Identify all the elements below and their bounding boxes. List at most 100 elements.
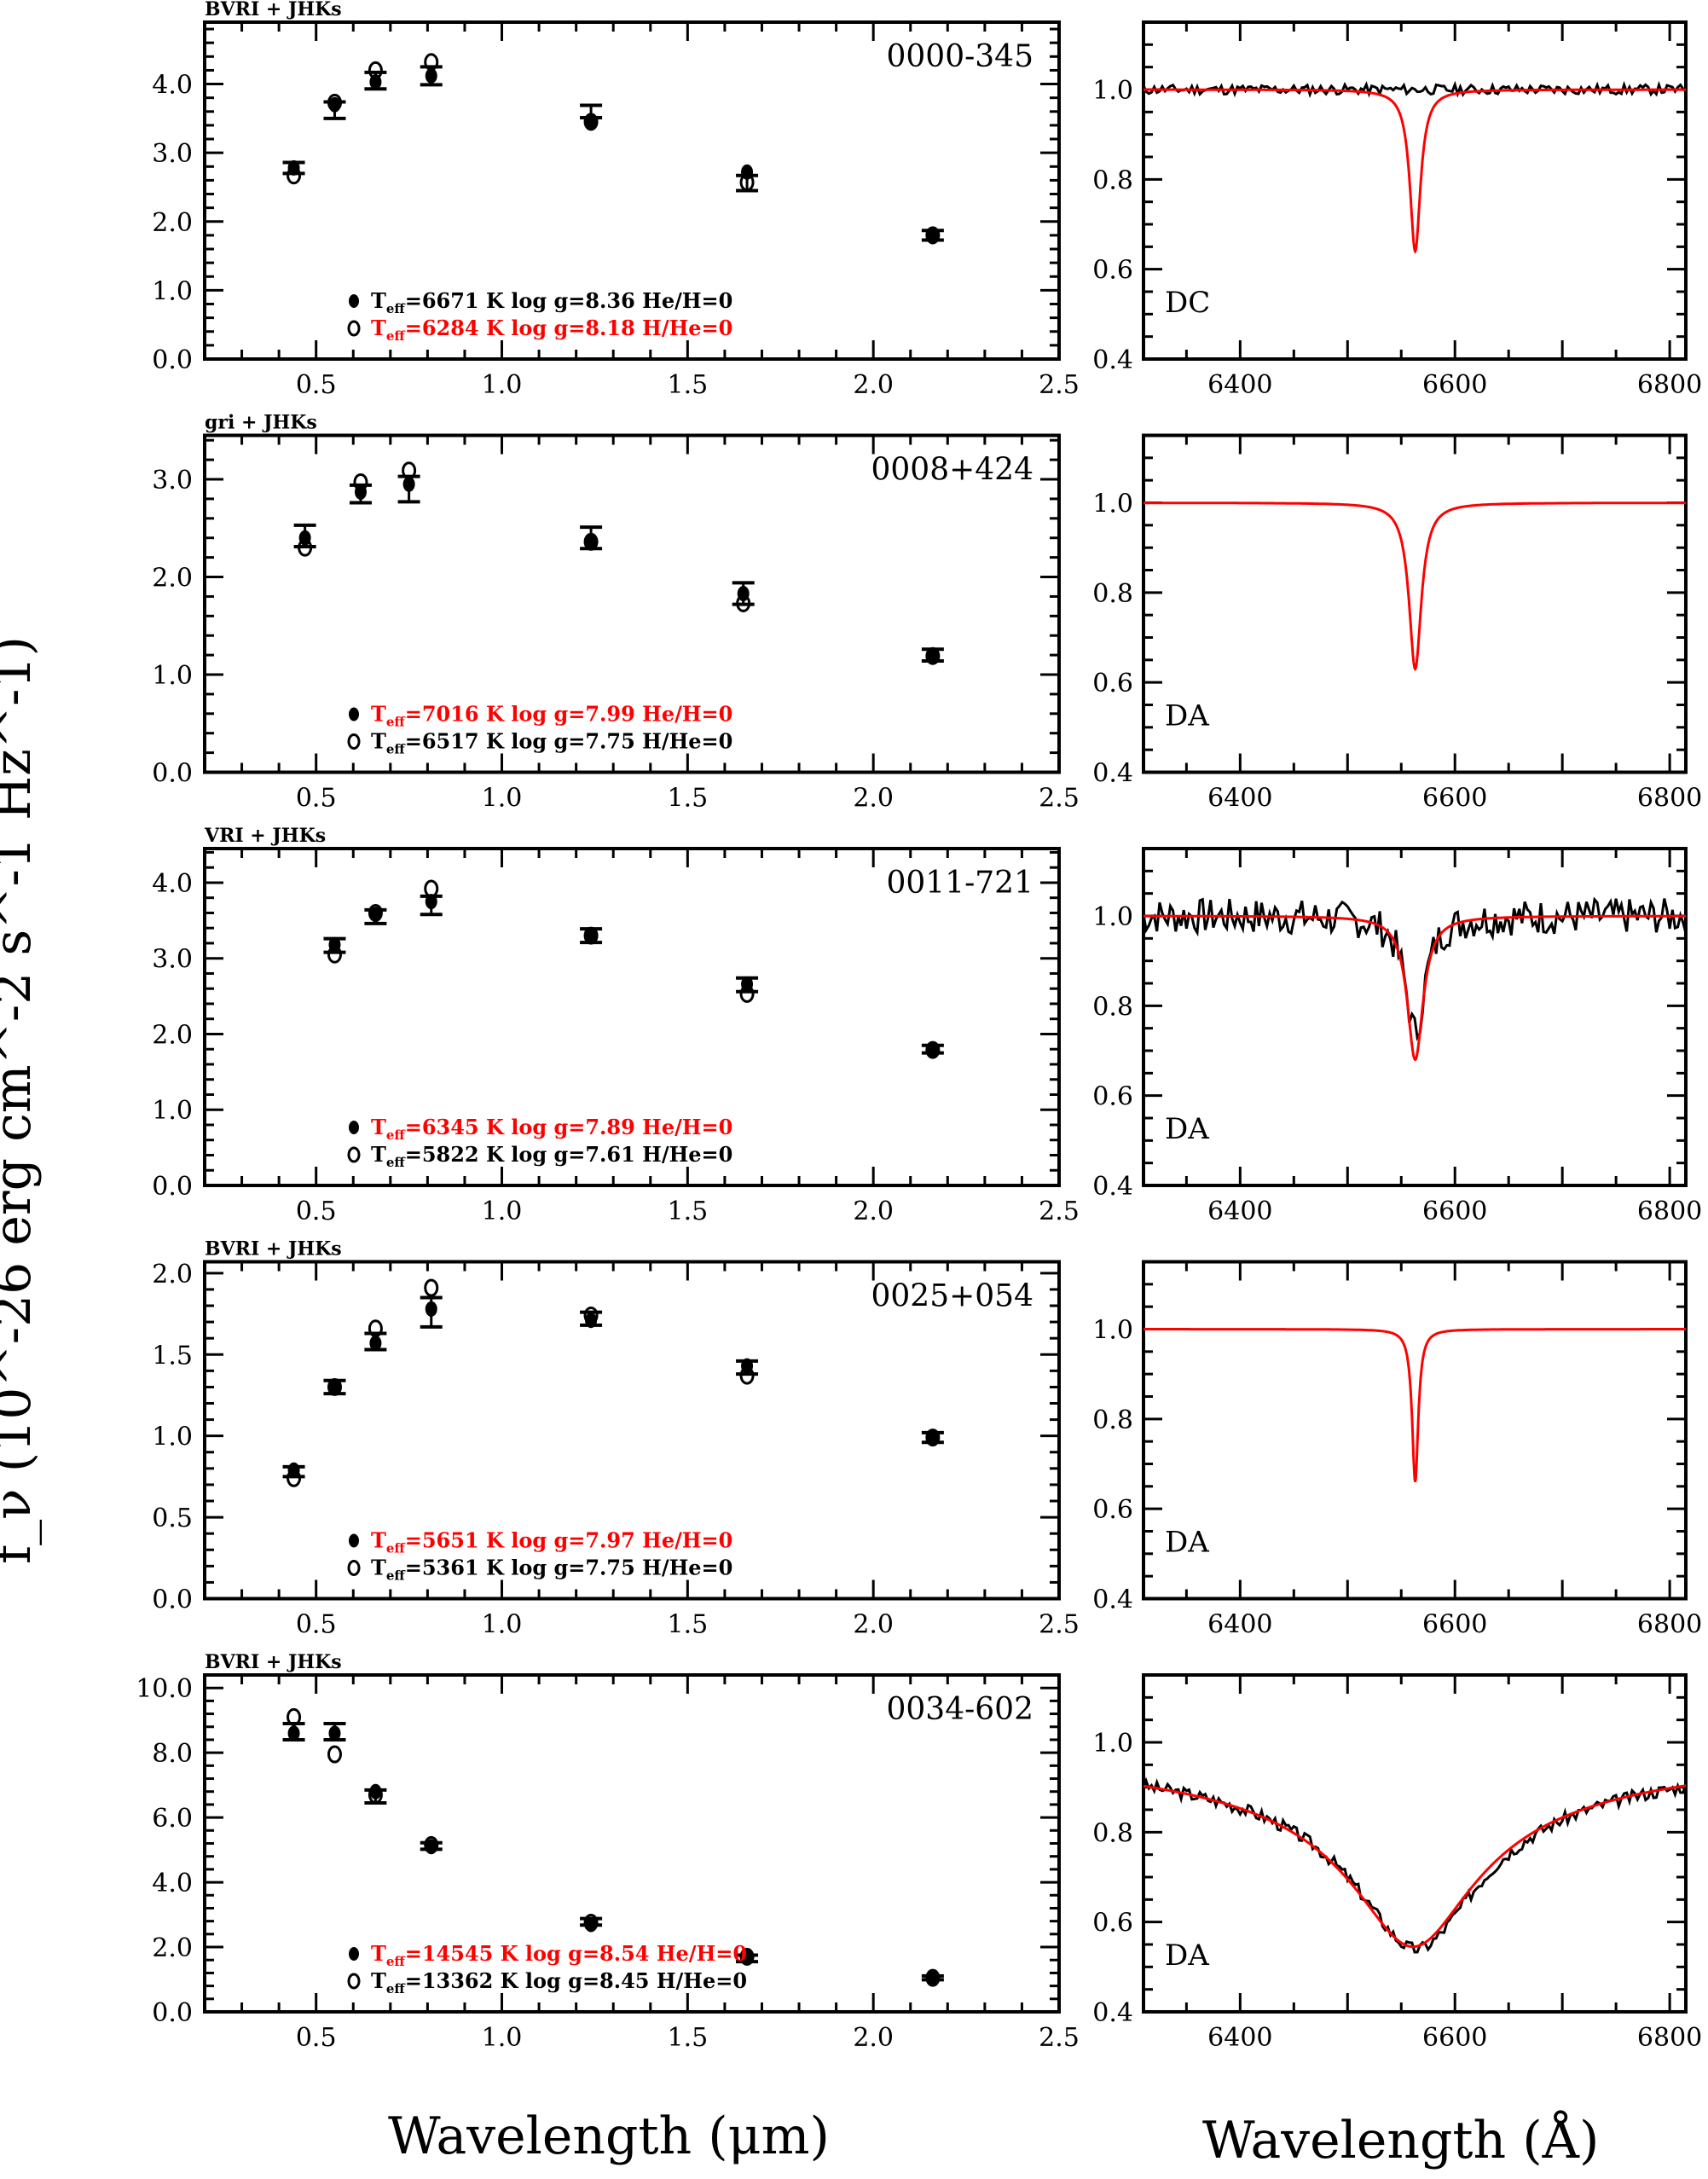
model-spectrum [1143, 1784, 1687, 1949]
x-tick-label: 1.5 [667, 784, 708, 814]
y-tick-label: 0.5 [152, 1504, 193, 1533]
x-tick-label: 6400 [1207, 784, 1272, 814]
x-tick-label: 6600 [1422, 370, 1487, 400]
x-tick-label: 6600 [1422, 2023, 1487, 2053]
sed-panel-0011-721: 0.5 1.0 1.5 2.0 2.5 0.0 1.0 2.0 3.0 4.0 VRI + JHKs… [152, 825, 1080, 1226]
filter-set-label: BVRI + JHKs [205, 1651, 342, 1673]
filled-model-point [287, 1462, 300, 1478]
x-tick-label: 1.0 [482, 1197, 523, 1226]
y-tick-label: 0.4 [1092, 759, 1133, 789]
filter-set-label: gri + JHKs [205, 412, 317, 434]
filled-model-point [328, 1379, 341, 1395]
plot-frame [203, 20, 1061, 361]
spectrum-panel-1: 6400 6600 6800 0.4 0.6 0.8 1.0 DC [1092, 20, 1702, 400]
model-spectrum [1143, 1328, 1686, 1482]
x-axis-title-right: Wavelength (Å) [1202, 2111, 1599, 2170]
y-tick-label: 0.6 [1092, 256, 1133, 286]
filled-model-point [585, 534, 598, 550]
filled-model-point [402, 476, 415, 492]
filled-model-point [926, 1042, 939, 1058]
y-tick-label: 1.0 [1092, 76, 1133, 106]
plot-frame [203, 1260, 1061, 1601]
model-spectrum [1143, 88, 1686, 254]
x-tick-label: 6400 [1207, 1610, 1272, 1640]
open-model-point [327, 1745, 342, 1764]
filled-model-point [425, 894, 437, 910]
legend-filled-marker [349, 1121, 359, 1134]
legend-filled-marker [349, 294, 359, 308]
legend-entry: Teff=14545 K log g=8.54 He/H=0 [371, 1941, 747, 1969]
y-tick-label: 1.0 [1092, 490, 1133, 519]
x-axis-title-left: Wavelength (μm) [388, 2107, 830, 2166]
filled-model-point [369, 1783, 382, 1799]
y-tick-label: 1.0 [152, 276, 193, 306]
filled-model-point [425, 67, 437, 84]
legend-entry: Teff=7016 K log g=7.99 He/H=0 [371, 702, 732, 730]
x-tick-label: 2.5 [1039, 1197, 1080, 1226]
y-tick-label: 4.0 [152, 71, 193, 101]
filled-model-point [585, 1916, 598, 1933]
filled-model-point [585, 928, 598, 944]
legend-entry: Teff=6517 K log g=7.75 H/He=0 [371, 729, 732, 757]
y-tick-label: 0.0 [152, 1585, 193, 1615]
y-tick-label: 4.0 [152, 1869, 193, 1898]
x-tick-label: 1.5 [667, 370, 708, 400]
filled-model-point [369, 1335, 382, 1351]
plot-frame [1142, 1673, 1688, 2014]
filter-set-label: BVRI + JHKs [205, 0, 342, 20]
x-tick-label: 2.0 [853, 370, 894, 400]
y-tick-label: 0.0 [152, 759, 193, 789]
y-tick-label: 1.5 [152, 1341, 193, 1371]
legend-filled-marker [349, 707, 359, 722]
y-tick-label: 1.0 [152, 1096, 193, 1126]
x-tick-label: 6600 [1422, 1197, 1487, 1226]
legend-filled-marker [349, 1947, 359, 1961]
y-tick-label: 3.0 [152, 945, 193, 975]
plot-frame [1142, 847, 1688, 1187]
xlabel-right-text: Wavelength (Å) [1202, 2111, 1600, 2170]
filled-model-point [585, 113, 598, 130]
legend-open-marker [347, 320, 361, 337]
x-tick-label: 2.0 [853, 784, 894, 814]
y-tick-label: 0.4 [1092, 1172, 1133, 1202]
x-tick-label: 6800 [1637, 1610, 1702, 1640]
plot-frame [203, 847, 1061, 1187]
y-tick-label: 0.8 [1092, 1818, 1133, 1848]
x-tick-label: 6800 [1637, 2023, 1702, 2053]
y-tick-label: 0.6 [1092, 1082, 1133, 1112]
open-model-point [287, 1707, 302, 1726]
filled-model-point [369, 74, 382, 90]
y-tick-label: 0.6 [1092, 1495, 1133, 1525]
y-tick-label: 6.0 [152, 1804, 193, 1834]
spectrum-panel-2: 6400 6600 6800 0.4 0.6 0.8 1.0 DA [1092, 433, 1702, 814]
y-tick-label: 1.0 [152, 1423, 193, 1452]
x-tick-label: 6400 [1207, 2023, 1272, 2053]
x-tick-label: 6400 [1207, 370, 1272, 400]
filled-model-point [741, 164, 754, 180]
spectrum-panel-5: 6400 6600 6800 0.4 0.6 0.8 1.0 DA [1092, 1673, 1702, 2053]
filled-model-point [287, 159, 300, 176]
y-tick-label: 0.8 [1092, 579, 1133, 609]
legend-entry: Teff=6284 K log g=8.18 H/He=0 [371, 316, 732, 344]
filled-model-point [369, 907, 382, 923]
filled-model-point [287, 1725, 300, 1741]
x-tick-label: 1.0 [482, 784, 523, 814]
x-tick-label: 2.5 [1039, 784, 1080, 814]
observed-spectrum [1142, 896, 1688, 1041]
x-tick-label: 6800 [1637, 370, 1702, 400]
x-tick-label: 1.0 [482, 1610, 523, 1640]
object-name: 0008+424 [871, 453, 1034, 488]
y-tick-label: 0.8 [1092, 1405, 1133, 1435]
y-tick-label: 0.8 [1092, 165, 1133, 195]
observed-spectrum [1142, 1776, 1688, 1954]
y-tick-label: 0.0 [152, 1172, 193, 1202]
x-tick-label: 2.5 [1039, 370, 1080, 400]
y-tick-label: 3.0 [152, 466, 193, 495]
x-tick-label: 0.5 [296, 2023, 337, 2053]
y-tick-label: 0.4 [1092, 1998, 1133, 2028]
y-tick-label: 1.0 [1092, 1729, 1133, 1759]
y-tick-label: 1.0 [1092, 1316, 1133, 1346]
y-tick-label: 0.4 [1092, 1585, 1133, 1615]
filled-model-point [926, 1429, 939, 1446]
filled-model-point [926, 1970, 939, 1986]
